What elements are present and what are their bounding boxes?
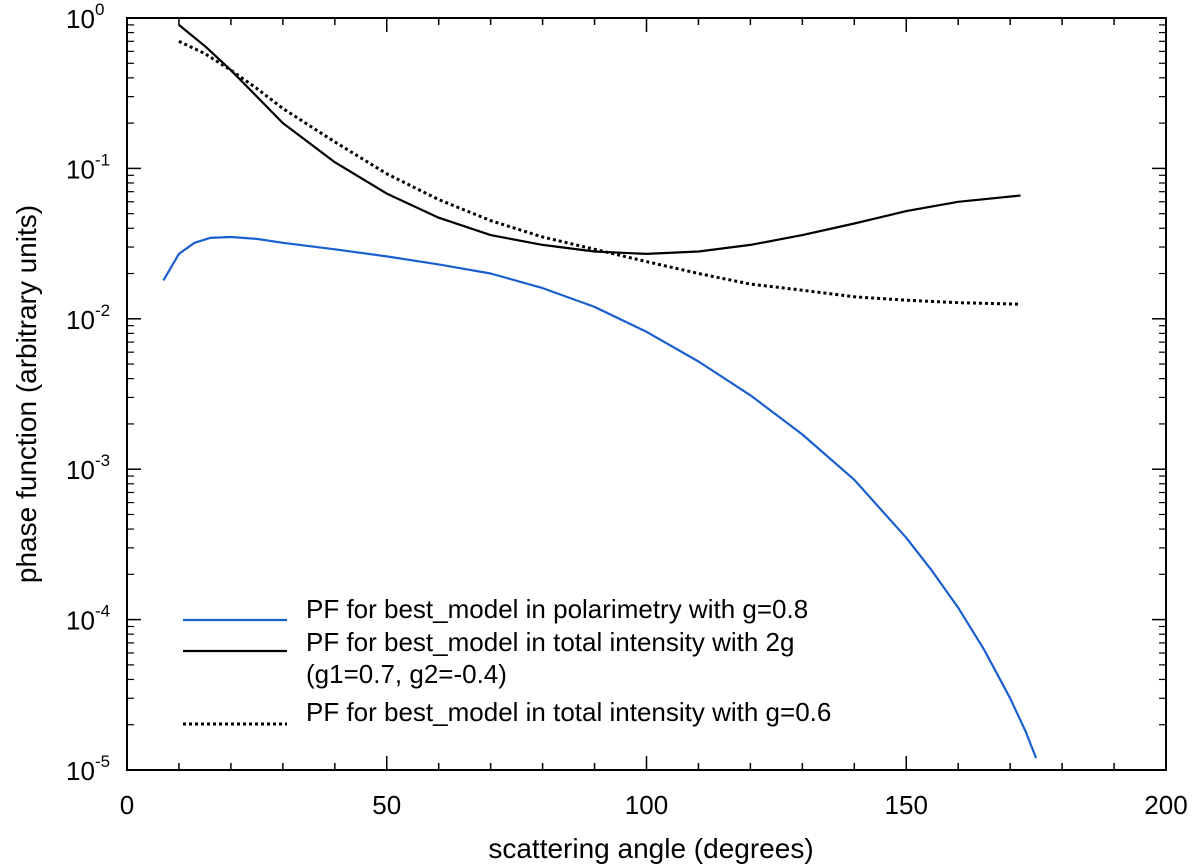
y-tick-exponent: -2: [95, 301, 110, 320]
y-tick-label: 10: [66, 606, 95, 636]
plot-frame: [126, 17, 1167, 771]
legend-label: PF for best_model in polarimetry with g=…: [306, 594, 808, 624]
y-tick-exponent: -1: [95, 150, 110, 169]
x-tick-label: 150: [885, 790, 928, 820]
y-tick-label: 10: [66, 305, 95, 335]
legend-label: PF for best_model in total intensity wit…: [306, 697, 831, 727]
series-line: [162, 235, 1038, 759]
y-axis-title: phase function (arbitrary units): [11, 205, 42, 583]
y-tick-exponent: -5: [95, 752, 110, 771]
x-tick-label: 100: [625, 790, 668, 820]
y-tick-label: 10: [66, 4, 95, 34]
y-tick-label: 10: [66, 455, 95, 485]
y-tick-exponent: -4: [95, 602, 110, 621]
legend: PF for best_model in polarimetry with g=…: [183, 594, 831, 727]
x-tick-label: 200: [1144, 790, 1187, 820]
y-tick-exponent: -3: [95, 451, 110, 470]
x-tick-label: 0: [120, 790, 134, 820]
legend-label: PF for best_model in total intensity wit…: [306, 627, 794, 657]
series-layer: [162, 24, 1038, 759]
series-line: [178, 24, 1021, 255]
x-axis-title: scattering angle (degrees): [488, 833, 813, 864]
legend-label-line2: (g1=0.7, g2=-0.4): [306, 659, 507, 689]
y-tick-exponent: 0: [95, 0, 104, 19]
y-tick-label: 10: [66, 756, 95, 786]
x-tick-label: 50: [372, 790, 401, 820]
series-line: [178, 39, 1021, 306]
y-tick-label: 10: [66, 154, 95, 184]
